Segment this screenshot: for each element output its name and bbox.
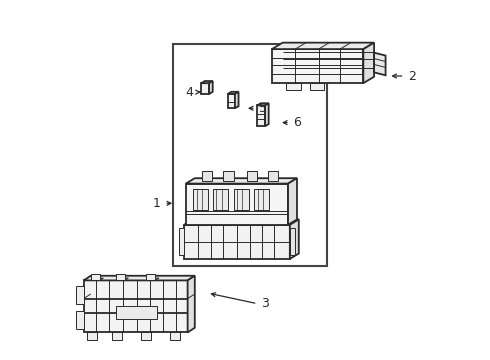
Polygon shape bbox=[288, 178, 297, 225]
Text: 2: 2 bbox=[408, 69, 416, 82]
Bar bbox=[141, 332, 151, 340]
Bar bbox=[147, 274, 155, 280]
Bar bbox=[116, 274, 125, 280]
Polygon shape bbox=[84, 276, 195, 280]
Polygon shape bbox=[201, 83, 209, 94]
Text: 4: 4 bbox=[186, 86, 194, 99]
Polygon shape bbox=[223, 171, 234, 181]
Polygon shape bbox=[290, 220, 299, 259]
Polygon shape bbox=[257, 105, 265, 126]
Polygon shape bbox=[257, 103, 269, 105]
Polygon shape bbox=[269, 171, 278, 181]
Bar bbox=[116, 306, 157, 319]
Text: 3: 3 bbox=[261, 297, 269, 310]
Polygon shape bbox=[91, 278, 103, 280]
Polygon shape bbox=[265, 103, 269, 126]
Polygon shape bbox=[247, 171, 257, 181]
Bar bbox=[254, 189, 269, 211]
Polygon shape bbox=[201, 81, 213, 83]
Polygon shape bbox=[374, 53, 386, 75]
Polygon shape bbox=[184, 225, 290, 259]
Bar bbox=[286, 83, 300, 90]
Bar bbox=[173, 44, 327, 266]
Text: 6: 6 bbox=[294, 116, 301, 129]
Bar bbox=[170, 332, 180, 340]
Polygon shape bbox=[147, 278, 159, 280]
Bar bbox=[112, 332, 122, 340]
Polygon shape bbox=[202, 171, 212, 181]
Polygon shape bbox=[84, 280, 188, 332]
Bar bbox=[76, 286, 84, 304]
Polygon shape bbox=[186, 184, 288, 225]
Polygon shape bbox=[188, 276, 195, 332]
Polygon shape bbox=[364, 42, 374, 83]
Polygon shape bbox=[186, 178, 297, 184]
Bar bbox=[193, 189, 208, 211]
Bar bbox=[91, 274, 100, 280]
Polygon shape bbox=[179, 228, 184, 255]
Polygon shape bbox=[116, 278, 128, 280]
Polygon shape bbox=[209, 81, 213, 94]
Bar bbox=[234, 189, 248, 211]
Polygon shape bbox=[184, 220, 299, 225]
Text: 1: 1 bbox=[153, 197, 161, 210]
Text: 5: 5 bbox=[259, 102, 268, 115]
Polygon shape bbox=[228, 94, 235, 108]
Bar bbox=[310, 83, 324, 90]
Polygon shape bbox=[228, 92, 239, 94]
Bar bbox=[213, 189, 228, 211]
Polygon shape bbox=[272, 49, 364, 83]
Bar bbox=[87, 332, 97, 340]
Bar bbox=[76, 311, 84, 329]
Polygon shape bbox=[272, 42, 374, 49]
Polygon shape bbox=[235, 92, 239, 108]
Polygon shape bbox=[290, 228, 295, 255]
